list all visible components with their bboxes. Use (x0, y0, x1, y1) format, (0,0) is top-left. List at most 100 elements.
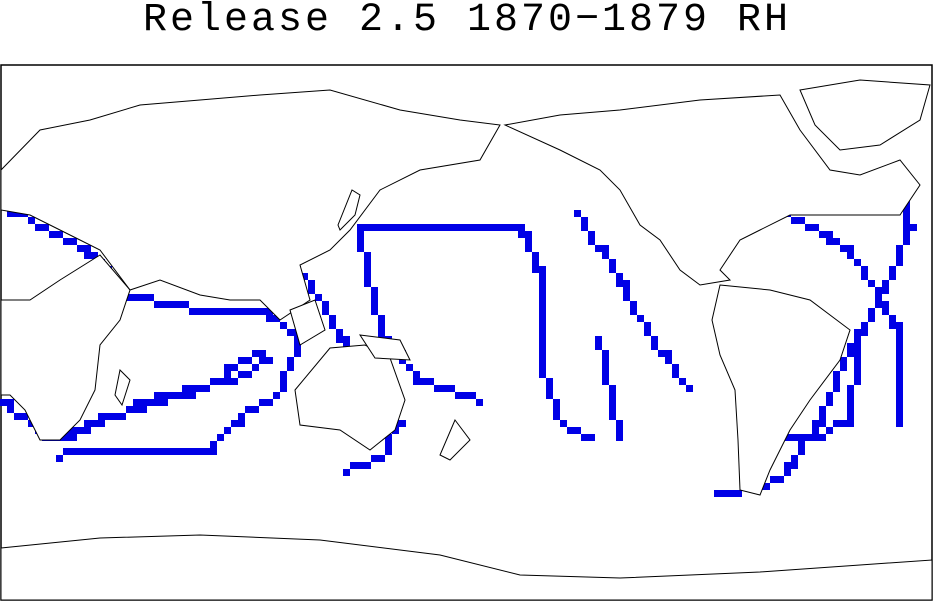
obs-cell (77, 448, 84, 455)
japan (337, 189, 361, 231)
north-america (503, 94, 921, 286)
obs-cell (126, 448, 133, 455)
obs-cell (98, 448, 105, 455)
obs-cell (854, 343, 861, 350)
obs-cell (812, 427, 819, 434)
obs-cell (798, 434, 805, 441)
obs-cell (896, 364, 903, 371)
obs-cell (210, 308, 217, 315)
obs-cell (126, 406, 133, 413)
obs-cell (294, 343, 301, 350)
obs-cell (847, 252, 854, 259)
obs-cell (140, 448, 147, 455)
obs-cell (91, 252, 98, 259)
obs-cell (637, 315, 644, 322)
obs-cell (336, 336, 343, 343)
obs-cell (546, 392, 553, 399)
coastlines (0, 79, 933, 601)
obs-cell (357, 224, 364, 231)
obs-cell (245, 308, 252, 315)
obs-cell (609, 392, 616, 399)
obs-cell (189, 308, 196, 315)
obs-cell (175, 301, 182, 308)
obs-cell (119, 448, 126, 455)
obs-cell (455, 224, 462, 231)
obs-cell (854, 378, 861, 385)
obs-cell (847, 413, 854, 420)
greenland (799, 79, 931, 151)
obs-cell (231, 378, 238, 385)
obs-cell (441, 224, 448, 231)
obs-cell (210, 441, 217, 448)
obs-cell (364, 224, 371, 231)
obs-cell (371, 301, 378, 308)
obs-cell (504, 224, 511, 231)
obs-cell (364, 252, 371, 259)
obs-cell (56, 455, 63, 462)
obs-cell (420, 224, 427, 231)
obs-cell (364, 266, 371, 273)
obs-cell (378, 322, 385, 329)
new-zealand (439, 419, 471, 461)
obs-cell (805, 434, 812, 441)
obs-cell (280, 378, 287, 385)
obs-cell (252, 308, 259, 315)
obs-cell (63, 434, 70, 441)
obs-cell (427, 378, 434, 385)
obs-cell (840, 364, 847, 371)
obs-cell (602, 371, 609, 378)
obs-cell (84, 252, 91, 259)
obs-cell (287, 364, 294, 371)
obs-cell (259, 399, 266, 406)
obs-cell (448, 385, 455, 392)
obs-cell (385, 434, 392, 441)
obs-cell (672, 371, 679, 378)
obs-cell (350, 462, 357, 469)
obs-cell (525, 231, 532, 238)
obs-cell (98, 413, 105, 420)
obs-cell (532, 259, 539, 266)
obs-cell (203, 448, 210, 455)
obs-cell (231, 364, 238, 371)
obs-cell (609, 266, 616, 273)
obs-cell (819, 434, 826, 441)
obs-cell (889, 273, 896, 280)
obs-cell (602, 364, 609, 371)
obs-cell (161, 301, 168, 308)
obs-cell (140, 399, 147, 406)
obs-cell (833, 420, 840, 427)
obs-cell (602, 245, 609, 252)
obs-cell (546, 385, 553, 392)
obs-cell (882, 280, 889, 287)
obs-cell (854, 259, 861, 266)
obs-cell (280, 371, 287, 378)
obs-cell (462, 224, 469, 231)
obs-cell (392, 224, 399, 231)
obs-cell (196, 448, 203, 455)
obs-cell (399, 357, 406, 364)
new-guinea (358, 334, 411, 361)
obs-cell (357, 245, 364, 252)
obs-cell (357, 231, 364, 238)
obs-cell (455, 392, 462, 399)
obs-cell (903, 210, 910, 217)
obs-cell (217, 378, 224, 385)
obs-cell (28, 217, 35, 224)
obs-cell (903, 231, 910, 238)
obs-cell (826, 392, 833, 399)
obs-cell (476, 399, 483, 406)
obs-cell (896, 378, 903, 385)
obs-cell (441, 385, 448, 392)
obs-cell (357, 238, 364, 245)
obs-cell (665, 357, 672, 364)
obs-cell (826, 427, 833, 434)
obs-cell (266, 399, 273, 406)
obs-cell (84, 427, 91, 434)
obs-cell (861, 273, 868, 280)
obs-cell (714, 490, 721, 497)
obs-cell (896, 350, 903, 357)
obs-cell (161, 399, 168, 406)
obs-cell (224, 371, 231, 378)
obs-cell (182, 385, 189, 392)
obs-cell (896, 357, 903, 364)
